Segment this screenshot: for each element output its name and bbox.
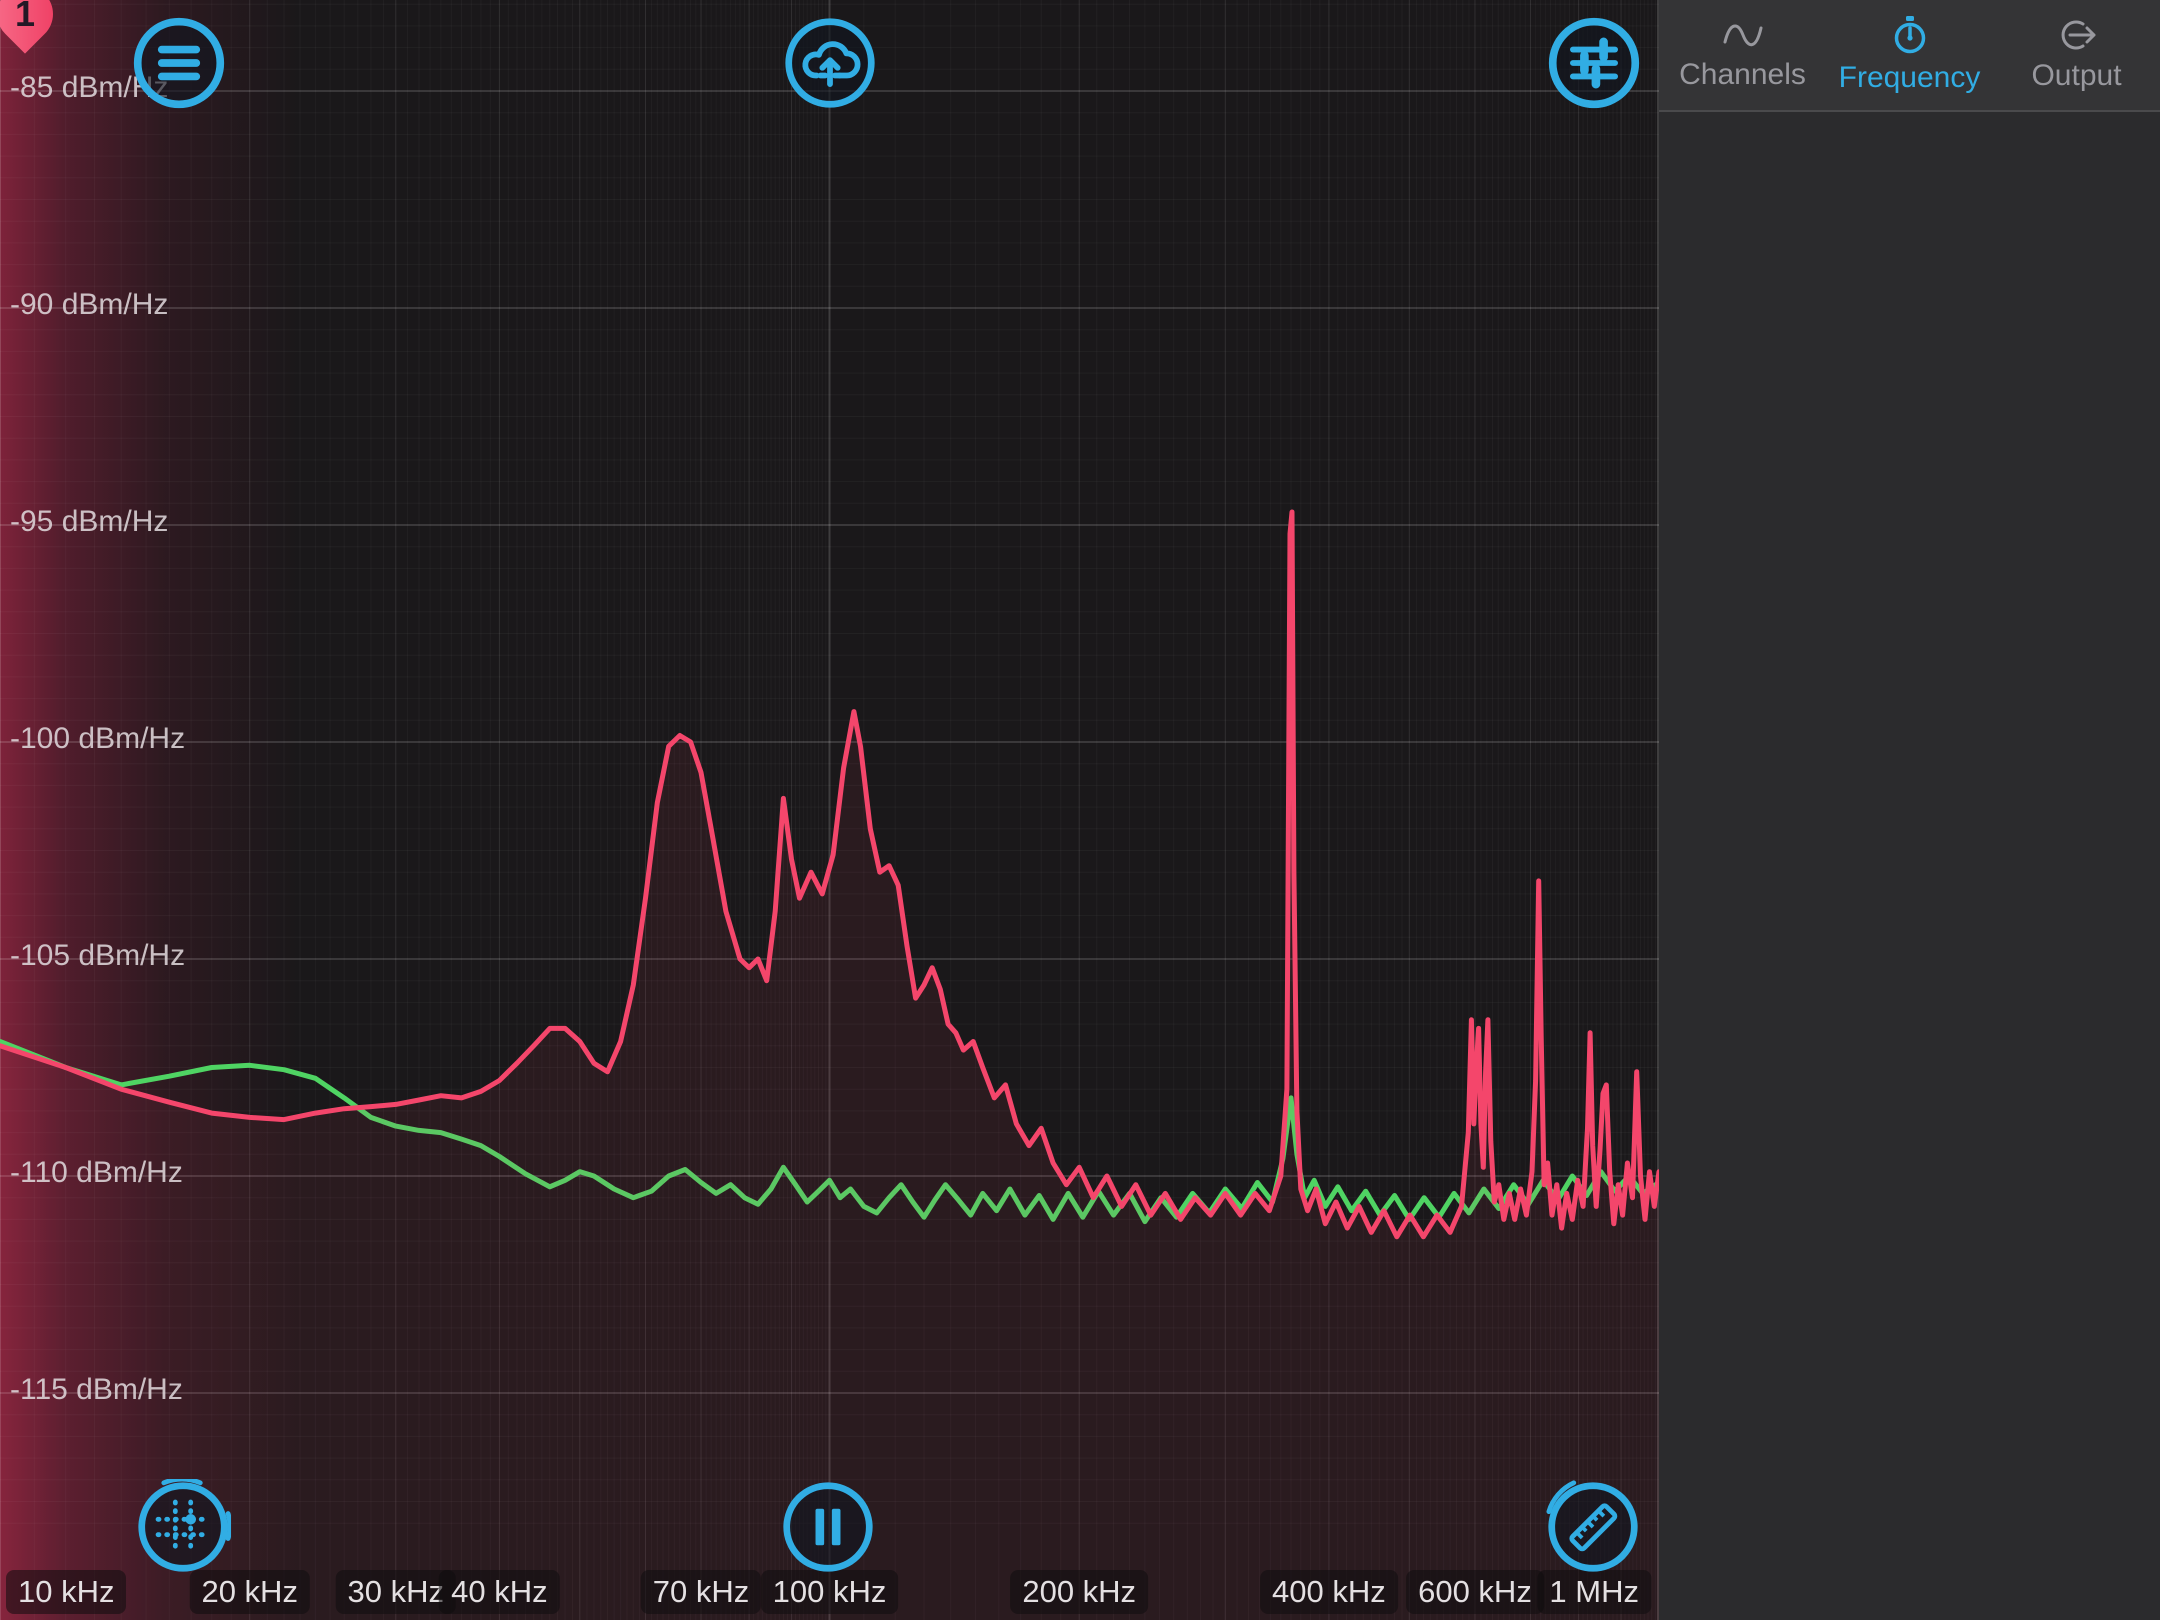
x-tick-label: 40 kHz: [439, 1570, 560, 1614]
x-tick-label: 100 kHz: [760, 1570, 899, 1614]
sliders-icon: [1548, 17, 1640, 109]
x-tick-label: 400 kHz: [1260, 1570, 1398, 1614]
tab-channels[interactable]: Channels: [1659, 0, 1826, 110]
cloud-upload-icon: [785, 18, 875, 108]
tab-label: Output: [2031, 59, 2122, 92]
tab-output[interactable]: Output: [1993, 0, 2160, 110]
x-tick-label: 200 kHz: [1010, 1570, 1149, 1614]
average-trace-fill: [0, 512, 1659, 1620]
y-tick-label: -110 dBm/Hz: [10, 1156, 183, 1189]
hamburger-icon: [133, 17, 225, 109]
measure-button[interactable]: [1545, 1479, 1641, 1575]
settings-sidebar: Channels Frequency Output Frequency Star…: [1659, 0, 2160, 1620]
spectrum-traces: [0, 0, 1659, 1620]
pause-button[interactable]: [780, 1479, 876, 1575]
x-tick-label: 1 MHz: [1537, 1570, 1651, 1614]
output-arrow-icon: [2061, 20, 2095, 50]
grid-settings-button[interactable]: [135, 1479, 231, 1575]
sidebar-tab-bar: Channels Frequency Output: [1659, 0, 2160, 112]
sine-wave-icon: [1723, 24, 1762, 47]
y-tick-label: -90 dBm/Hz: [10, 288, 169, 321]
y-tick-label: -95 dBm/Hz: [10, 505, 169, 538]
menu-button[interactable]: [131, 15, 227, 111]
y-tick-label: -115 dBm/Hz: [10, 1373, 183, 1406]
dotted-grid-icon: [138, 1479, 231, 1572]
tab-label: Frequency: [1838, 61, 1981, 94]
live-trace: [0, 1039, 1659, 1225]
display-settings-button[interactable]: [1546, 15, 1642, 111]
stopwatch-icon: [1894, 16, 1925, 54]
average-trace: [0, 509, 1659, 1240]
y-tick-label: -105 dBm/Hz: [10, 939, 186, 972]
x-tick-label: 600 kHz: [1406, 1570, 1544, 1614]
ruler-icon: [1546, 1480, 1638, 1572]
x-tick-label: 30 kHz: [335, 1570, 457, 1614]
spectrum-plot[interactable]: -85 dBm/Hz -90 dBm/Hz -95 dBm/Hz -100 dBm/H…: [0, 0, 1659, 1620]
tab-frequency[interactable]: Frequency: [1826, 0, 1993, 110]
y-tick-label: -100 dBm/Hz: [10, 722, 186, 755]
tab-label: Channels: [1679, 58, 1806, 91]
pause-icon: [783, 1482, 873, 1572]
x-tick-label: 20 kHz: [189, 1570, 310, 1614]
x-tick-label: 70 kHz: [640, 1570, 762, 1614]
cloud-upload-button[interactable]: [782, 15, 878, 111]
x-tick-label: 10 kHz: [6, 1570, 127, 1614]
